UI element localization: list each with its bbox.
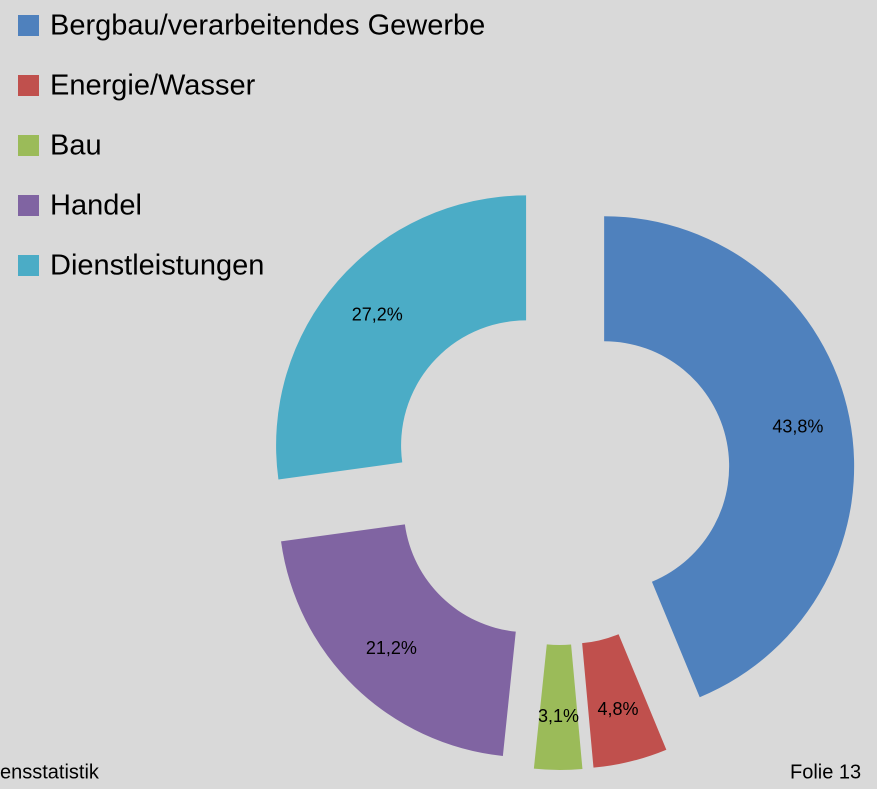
value-label: 43,8% [772, 416, 823, 436]
legend-swatch [18, 15, 39, 36]
donut-segment [604, 216, 855, 698]
value-label: 3,1% [538, 706, 579, 726]
value-label: 27,2% [352, 304, 403, 324]
legend-swatch [18, 195, 39, 216]
legend-text: Handel [50, 190, 142, 222]
donut-segment [281, 524, 516, 757]
legend-text: Bergbau/verarbeitendes Gewerbe [50, 10, 485, 42]
legend-text: Dienstleistungen [50, 250, 264, 282]
value-label: 21,2% [366, 638, 417, 658]
legend-text: Energie/Wasser [50, 70, 256, 102]
donut-segment [276, 195, 527, 480]
value-label: 4,8% [598, 699, 639, 719]
legend-swatch [18, 135, 39, 156]
legend-swatch [18, 75, 39, 96]
footer-right: Folie 13 [790, 761, 861, 783]
legend-text: Bau [50, 130, 102, 162]
donut-segment [582, 634, 667, 768]
legend-swatch [18, 255, 39, 276]
footer-left: ensstatistik [0, 761, 100, 783]
donut-segment [533, 644, 583, 770]
